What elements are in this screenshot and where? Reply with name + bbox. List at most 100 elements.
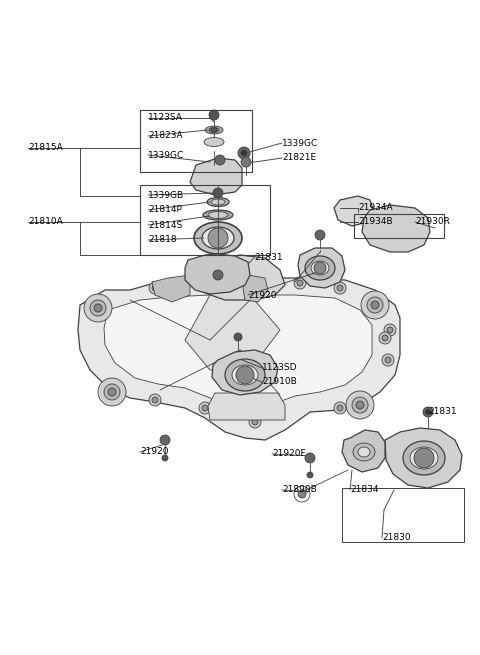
Circle shape <box>211 127 217 133</box>
Circle shape <box>382 354 394 366</box>
Circle shape <box>379 332 391 344</box>
Text: 21920: 21920 <box>248 291 276 299</box>
Circle shape <box>209 110 219 120</box>
Ellipse shape <box>203 210 233 220</box>
Ellipse shape <box>202 227 234 249</box>
Ellipse shape <box>211 199 225 205</box>
Circle shape <box>384 324 396 336</box>
Ellipse shape <box>207 198 229 206</box>
Circle shape <box>160 435 170 445</box>
Text: 1123SA: 1123SA <box>148 113 183 122</box>
Circle shape <box>423 407 433 417</box>
Bar <box>140 110 252 172</box>
Text: 21934B: 21934B <box>358 217 393 227</box>
Circle shape <box>297 280 303 286</box>
Text: 21831: 21831 <box>428 407 456 417</box>
Text: 21818: 21818 <box>148 236 177 244</box>
Circle shape <box>84 294 112 322</box>
Circle shape <box>305 453 315 463</box>
Ellipse shape <box>403 441 445 475</box>
Circle shape <box>149 282 161 294</box>
Text: 21814P: 21814P <box>148 206 182 214</box>
Bar <box>354 214 444 238</box>
Polygon shape <box>385 428 462 488</box>
Text: 21930R: 21930R <box>415 217 450 227</box>
Circle shape <box>197 280 203 286</box>
Polygon shape <box>342 430 385 472</box>
Polygon shape <box>185 254 250 294</box>
Polygon shape <box>195 255 285 300</box>
Text: 1339GC: 1339GC <box>148 151 184 160</box>
Text: 21890B: 21890B <box>282 485 317 495</box>
Text: 21830: 21830 <box>382 534 410 542</box>
Ellipse shape <box>232 365 258 385</box>
Circle shape <box>334 402 346 414</box>
Polygon shape <box>362 205 430 252</box>
Polygon shape <box>190 158 242 195</box>
Circle shape <box>162 455 168 461</box>
Ellipse shape <box>209 128 219 132</box>
Polygon shape <box>152 275 190 302</box>
Ellipse shape <box>311 261 329 275</box>
Text: 21823A: 21823A <box>148 132 182 141</box>
Ellipse shape <box>205 126 223 134</box>
Circle shape <box>382 335 388 341</box>
Circle shape <box>152 397 158 403</box>
Text: 21910B: 21910B <box>262 377 297 386</box>
Ellipse shape <box>410 447 438 469</box>
Circle shape <box>208 228 228 248</box>
Ellipse shape <box>208 212 228 219</box>
Text: 21831: 21831 <box>254 253 283 263</box>
Circle shape <box>152 285 158 291</box>
Circle shape <box>337 285 343 291</box>
Circle shape <box>236 366 254 384</box>
Circle shape <box>425 409 431 415</box>
Text: 1339GB: 1339GB <box>148 191 184 200</box>
Polygon shape <box>298 248 345 288</box>
Circle shape <box>346 391 374 419</box>
Polygon shape <box>212 350 278 395</box>
Circle shape <box>414 448 434 468</box>
Text: 21821E: 21821E <box>282 153 316 162</box>
Circle shape <box>213 188 223 198</box>
Polygon shape <box>104 295 372 412</box>
Circle shape <box>361 291 389 319</box>
Circle shape <box>298 490 306 498</box>
Text: 21810A: 21810A <box>28 217 63 227</box>
Circle shape <box>241 150 247 156</box>
Polygon shape <box>78 278 400 440</box>
Circle shape <box>356 401 364 409</box>
Text: 21920: 21920 <box>140 447 168 457</box>
Ellipse shape <box>204 138 224 147</box>
Circle shape <box>352 397 368 413</box>
Circle shape <box>215 155 225 165</box>
Text: 21834: 21834 <box>350 485 379 495</box>
Text: 21934A: 21934A <box>358 204 393 212</box>
Polygon shape <box>185 295 280 370</box>
Text: 21814S: 21814S <box>148 221 182 229</box>
Circle shape <box>249 416 261 428</box>
Circle shape <box>202 405 208 411</box>
Circle shape <box>371 301 379 309</box>
Circle shape <box>337 405 343 411</box>
Bar <box>140 185 270 255</box>
Circle shape <box>387 327 393 333</box>
Ellipse shape <box>305 256 335 280</box>
Bar <box>342 488 464 542</box>
Circle shape <box>307 472 313 478</box>
Ellipse shape <box>353 443 375 461</box>
Ellipse shape <box>225 359 265 391</box>
Circle shape <box>294 277 306 289</box>
Circle shape <box>367 297 383 313</box>
Circle shape <box>194 277 206 289</box>
Circle shape <box>104 384 120 400</box>
Polygon shape <box>243 275 268 302</box>
Circle shape <box>199 402 211 414</box>
Circle shape <box>90 300 106 316</box>
Circle shape <box>334 282 346 294</box>
Circle shape <box>108 388 116 396</box>
Circle shape <box>94 304 102 312</box>
Circle shape <box>241 157 251 167</box>
Circle shape <box>238 147 250 159</box>
Text: 21920F: 21920F <box>272 449 306 458</box>
